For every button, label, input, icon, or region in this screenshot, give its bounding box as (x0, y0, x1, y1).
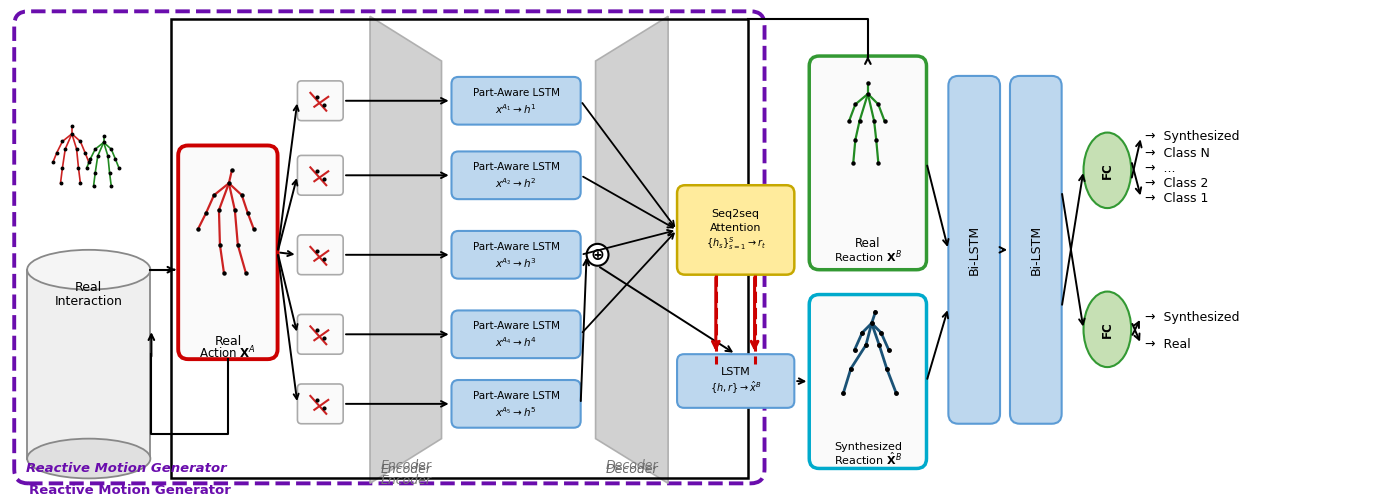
Ellipse shape (1083, 132, 1131, 208)
FancyBboxPatch shape (451, 380, 581, 428)
Text: Real: Real (215, 335, 242, 348)
Text: →  Class 1: → Class 1 (1145, 192, 1208, 204)
Text: Bi-LSTM: Bi-LSTM (967, 225, 981, 275)
Text: $x^{A_3} \rightarrow h^3$: $x^{A_3} \rightarrow h^3$ (495, 256, 537, 270)
Text: Encoder: Encoder (380, 464, 431, 476)
FancyBboxPatch shape (297, 384, 343, 424)
Ellipse shape (28, 438, 150, 478)
Text: Real: Real (76, 281, 102, 294)
Text: Seq2seq: Seq2seq (711, 209, 760, 219)
Text: $x^{A_5} \rightarrow h^5$: $x^{A_5} \rightarrow h^5$ (495, 405, 537, 418)
Text: Decoder: Decoder (605, 464, 659, 476)
FancyBboxPatch shape (297, 156, 343, 195)
FancyBboxPatch shape (809, 56, 926, 270)
Bar (28, 270, 150, 458)
Bar (171, 20, 747, 478)
Text: Part-Aware LSTM: Part-Aware LSTM (472, 88, 560, 98)
FancyBboxPatch shape (297, 314, 343, 354)
Text: ⊕: ⊕ (590, 246, 604, 264)
Text: Action $\mathbf{X}^A$: Action $\mathbf{X}^A$ (200, 345, 256, 362)
Text: Decoder: Decoder (605, 459, 659, 472)
Text: Part-Aware LSTM: Part-Aware LSTM (472, 242, 560, 252)
Ellipse shape (1083, 292, 1131, 367)
Text: →  Class N: → Class N (1145, 147, 1210, 160)
Text: Reaction $\mathbf{X}^B$: Reaction $\mathbf{X}^B$ (834, 248, 901, 265)
Text: Reactive Motion Generator: Reactive Motion Generator (29, 484, 231, 497)
Text: Reactive Motion Generator: Reactive Motion Generator (26, 462, 227, 475)
Text: Encoder: Encoder (380, 474, 431, 487)
FancyBboxPatch shape (297, 235, 343, 275)
FancyBboxPatch shape (451, 77, 581, 124)
Text: $x^{A_1} \rightarrow h^1$: $x^{A_1} \rightarrow h^1$ (495, 102, 537, 116)
Text: Synthesized: Synthesized (834, 442, 901, 452)
Text: LSTM: LSTM (721, 367, 750, 377)
FancyBboxPatch shape (451, 231, 581, 278)
Text: Part-Aware LSTM: Part-Aware LSTM (472, 322, 560, 332)
Text: Attention: Attention (710, 223, 761, 233)
Text: →  ...: → ... (1145, 162, 1175, 175)
Circle shape (586, 244, 608, 266)
Text: →  Class 2: → Class 2 (1145, 176, 1208, 190)
Text: FC: FC (1101, 321, 1113, 338)
FancyBboxPatch shape (1010, 76, 1062, 424)
Text: $\{h_s\}_{s=1}^S \rightarrow r_t$: $\{h_s\}_{s=1}^S \rightarrow r_t$ (706, 236, 765, 252)
Text: $x^{A_2} \rightarrow h^2$: $x^{A_2} \rightarrow h^2$ (495, 176, 537, 190)
Text: Encoder: Encoder (380, 459, 431, 472)
Text: Interaction: Interaction (55, 295, 122, 308)
Text: Part-Aware LSTM: Part-Aware LSTM (472, 162, 560, 172)
Text: Part-Aware LSTM: Part-Aware LSTM (472, 391, 560, 401)
FancyBboxPatch shape (179, 146, 278, 359)
Ellipse shape (28, 250, 150, 290)
FancyBboxPatch shape (677, 354, 794, 408)
FancyBboxPatch shape (809, 294, 926, 469)
Text: Bi-LSTM: Bi-LSTM (1029, 225, 1042, 275)
Text: FC: FC (1101, 162, 1113, 178)
Polygon shape (370, 16, 442, 483)
Text: →  Real: → Real (1145, 338, 1190, 350)
Text: $\{h,r\} \rightarrow \hat{x}^B$: $\{h,r\} \rightarrow \hat{x}^B$ (710, 380, 761, 396)
FancyBboxPatch shape (297, 81, 343, 120)
FancyBboxPatch shape (451, 310, 581, 358)
Text: Reaction $\hat{\mathbf{X}}^B$: Reaction $\hat{\mathbf{X}}^B$ (834, 450, 901, 466)
Text: →  Synthesized: → Synthesized (1145, 311, 1240, 324)
FancyBboxPatch shape (948, 76, 1000, 424)
FancyBboxPatch shape (677, 185, 794, 274)
FancyBboxPatch shape (451, 152, 581, 199)
Text: $x^{A_4} \rightarrow h^4$: $x^{A_4} \rightarrow h^4$ (495, 336, 537, 349)
Text: Real: Real (854, 238, 881, 250)
Polygon shape (596, 16, 669, 483)
Text: →  Synthesized: → Synthesized (1145, 130, 1240, 143)
